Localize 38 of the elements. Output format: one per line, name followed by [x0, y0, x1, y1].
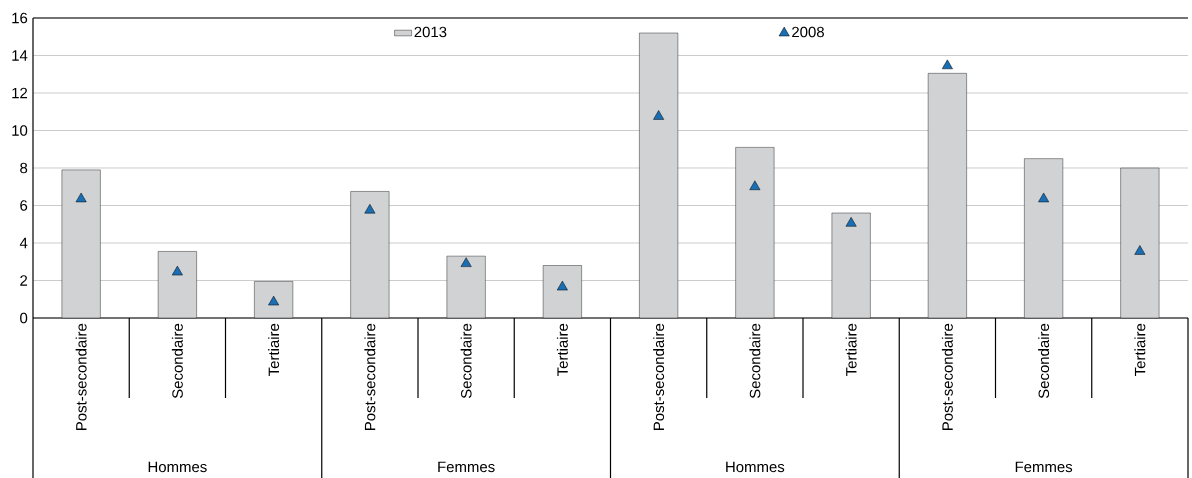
- x-tick-label: Post-secondaire: [653, 323, 665, 430]
- point: [171, 265, 183, 276]
- x-tick-label: Tertiaire: [845, 323, 857, 376]
- y-tick-label: 2: [20, 275, 28, 286]
- y-tick-label: 4: [19, 237, 28, 249]
- y-tick-label: 12: [12, 87, 28, 99]
- point: [75, 192, 87, 203]
- text: Femmes: [1015, 461, 1073, 473]
- legend-label: 2013: [414, 26, 447, 38]
- point: [845, 217, 857, 227]
- x-tick-label: Secondaire: [171, 323, 183, 399]
- text: Hommes: [726, 461, 785, 473]
- y-tick-label: 8: [20, 162, 28, 174]
- x-tick-label: Secondaire: [460, 323, 472, 399]
- text: Femmes: [438, 461, 495, 473]
- point: [1038, 192, 1050, 203]
- point: [1134, 245, 1146, 255]
- point: [556, 280, 568, 291]
- point: [364, 203, 376, 214]
- x-tick-label: Post-secondaire: [941, 323, 953, 430]
- x-tick-label: Post-secondaire: [364, 323, 376, 430]
- text: Hommes: [148, 461, 207, 473]
- x-tick-label: Tertiaire: [268, 323, 280, 376]
- x-tick-label: Tertiaire: [1134, 323, 1146, 376]
- x-tick-label: Tertiaire: [556, 323, 568, 376]
- legend-label: 2008: [792, 26, 824, 38]
- x-tick-label: Secondaire: [1038, 323, 1050, 399]
- y-tick-label: 10: [12, 125, 28, 136]
- y-tick-label: 0: [20, 312, 28, 324]
- x-tick-label: Post-secondaire: [75, 323, 87, 430]
- point: [749, 180, 761, 190]
- point: [653, 110, 665, 120]
- y-tick-label: 6: [20, 200, 28, 211]
- point: [460, 257, 472, 267]
- y-tick-label: 16: [12, 12, 28, 24]
- x-tick-label: Secondaire: [749, 323, 761, 399]
- y-tick-label: 14: [12, 50, 28, 61]
- point: [941, 59, 953, 70]
